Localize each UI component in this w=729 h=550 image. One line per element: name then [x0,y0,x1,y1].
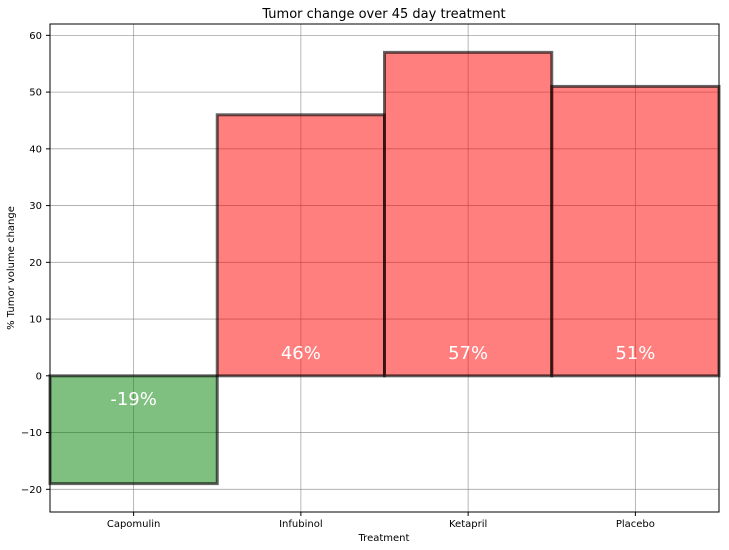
data-label-ketapril: 57% [448,343,488,364]
ticks: −20 −10 0 10 20 30 40 50 60 Capomulin Infubinol Ket… [21,31,655,530]
data-label-infubinol: 46% [281,343,321,364]
data-label-capomulin: -19% [110,389,157,410]
data-label-placebo: 51% [615,343,655,364]
y-tick-label: 0 [36,371,42,382]
y-tick-label: 50 [29,88,42,99]
y-tick-label: 60 [29,31,42,42]
plot-frame [49,23,720,513]
x-tick-label: Capomulin [107,519,161,530]
y-tick-label: −20 [21,485,42,496]
bars [48,50,721,486]
y-tick-label: 20 [29,258,42,269]
y-axis-label: % Tumor volume change [6,206,17,330]
y-tick-label: 10 [29,315,42,326]
y-tick-label: 40 [29,144,42,155]
data-labels: -19% 46% 57% 51% [110,343,655,410]
bar-capomulin [48,374,219,486]
y-tick-label: −10 [21,428,42,439]
x-tick-label: Placebo [616,519,655,530]
x-tick-label: Ketapril [449,519,487,530]
chart-title: Tumor change over 45 day treatment [261,7,505,22]
y-tick-label: 30 [29,201,42,212]
x-tick-label: Infubinol [279,519,323,530]
bar-ketapril [383,50,554,378]
x-axis-label: Treatment [358,533,410,544]
bar-infubinol [215,113,386,378]
bar-placebo [550,84,721,378]
